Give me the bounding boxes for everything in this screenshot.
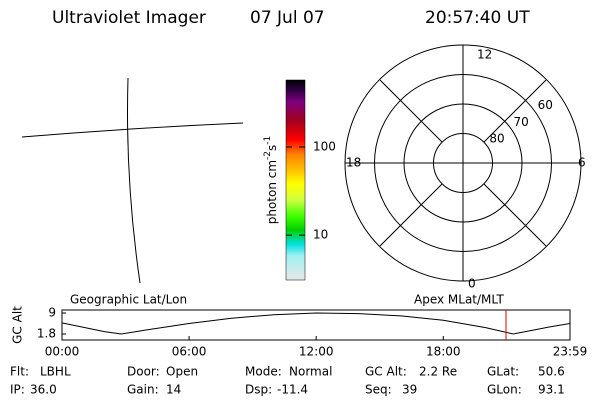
lat-ring-label: 80 [489, 132, 504, 146]
lat-ring [374, 74, 552, 252]
field-value: 2.2 Re [419, 365, 457, 379]
lat-ring-label: 70 [514, 115, 529, 129]
instrument: Ultraviolet Imager [52, 8, 206, 28]
geo-parallel [21, 122, 244, 138]
polar-frame [344, 44, 582, 282]
x-tick-label: 00:00 [45, 345, 80, 359]
field-label: IP: [10, 383, 25, 397]
colorbar-label: photon cm-2s-1 [263, 136, 279, 225]
apex-label: Apex MLat/MLT [414, 293, 504, 307]
x-tick-label: 18:00 [426, 345, 461, 359]
field-value: 39 [402, 383, 417, 397]
x-tick-label: 06:00 [172, 345, 207, 359]
lat-ring-label: 60 [538, 98, 553, 112]
date: 07 Jul 07 [250, 8, 325, 28]
mlt-label: 18 [346, 156, 361, 170]
x-tick-label: 12:00 [299, 345, 334, 359]
unit: photon cm [265, 160, 279, 224]
y-tick-label: 9 [48, 306, 56, 320]
field-value: 36.0 [30, 383, 57, 397]
unit: s [265, 145, 279, 151]
time: 20:57:40 UT [425, 8, 530, 28]
field-label: Gain: [127, 383, 159, 397]
alt-line [61, 312, 571, 335]
mlt-label: 12 [477, 48, 492, 62]
field-label: Dsp: [245, 383, 272, 397]
unit-exp: -2 [263, 151, 273, 160]
field-label: Flt: [10, 365, 29, 379]
field-value: Normal [289, 365, 332, 379]
mlt-label: 0 [468, 277, 476, 291]
field-label: Mode: [245, 365, 282, 379]
field-label: Seq: [365, 383, 392, 397]
x-tick-label: 23:59 [553, 345, 588, 359]
colorbar-tick-label: 100 [313, 139, 336, 153]
field-label: GC Alt: [365, 365, 407, 379]
geo-label: Geographic Lat/Lon [70, 293, 187, 307]
alt-plot-frame [61, 309, 571, 341]
field-label: GLon: [487, 383, 522, 397]
unit-exp: -1 [263, 136, 273, 145]
lat-ring [403, 103, 523, 223]
y-tick-label: 1.8 [37, 327, 56, 341]
field-value: -11.4 [277, 383, 308, 397]
field-value: 93.1 [538, 383, 565, 397]
field-label: Door: [127, 365, 160, 379]
colorbar [285, 79, 306, 281]
mlt-label: 6 [578, 156, 586, 170]
field-value: 50.6 [538, 365, 565, 379]
lat-ring [433, 133, 493, 193]
geo-meridian [127, 77, 141, 284]
field-value: Open [166, 365, 198, 379]
field-value: 14 [166, 383, 181, 397]
field-value: LBHL [40, 365, 71, 379]
y-axis-label: GC Alt [11, 306, 25, 344]
colorbar-tick-label: 10 [313, 228, 328, 242]
field-label: GLat: [487, 365, 519, 379]
